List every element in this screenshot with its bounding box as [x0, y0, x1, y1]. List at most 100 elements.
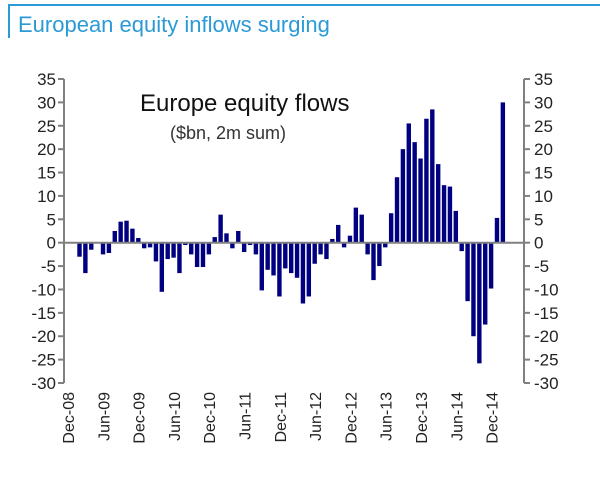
bar-Aug-13 [400, 149, 406, 243]
bar-Jan-10 [147, 242, 153, 248]
y-tick-label-right: 10 [534, 187, 553, 206]
y-tick-label-left: 25 [37, 117, 56, 136]
bar-May-12 [312, 242, 317, 264]
bar-Apr-12 [306, 242, 312, 297]
bar-Sep-14 [477, 242, 482, 364]
bar-May-10 [171, 242, 176, 258]
bar-Jan-14 [430, 109, 435, 243]
x-tick-label: Dec-13 [414, 392, 431, 444]
bar-Feb-12 [294, 242, 300, 278]
x-tick-label: Dec-11 [273, 392, 290, 442]
bar-Sep-13 [406, 123, 411, 243]
bar-Oct-13 [412, 142, 417, 243]
bar-Jul-13 [394, 177, 400, 243]
bar-Jan-13 [359, 214, 364, 243]
y-tick-label-right: 0 [534, 234, 543, 253]
bar-Apr-14 [447, 186, 453, 243]
bar-May-14 [453, 210, 459, 243]
chart-subtitle: ($bn, 2m sum) [170, 123, 286, 143]
bar-Mar-14 [441, 185, 447, 243]
x-tick-label: Dec-12 [343, 392, 360, 444]
bar-Aug-14 [471, 242, 476, 337]
bar-Jul-12 [324, 242, 329, 260]
y-tick-label-left: 30 [37, 93, 56, 112]
bar-Mar-11 [230, 242, 235, 249]
title-box: European equity inflows surging [8, 4, 600, 40]
y-tick-label-right: -25 [534, 351, 559, 370]
y-tick-label-left: 35 [37, 70, 56, 89]
bar-Jun-09 [106, 242, 112, 253]
x-tick-label: Dec-09 [132, 392, 149, 444]
y-tick-label-left: 10 [37, 187, 56, 206]
bar-May-09 [100, 242, 106, 255]
bar-Nov-12 [347, 235, 353, 243]
bar-Sep-11 [265, 242, 270, 270]
x-tick-label: Dec-10 [202, 392, 219, 444]
y-tick-label-left: -20 [31, 327, 56, 346]
bar-Oct-12 [341, 242, 347, 248]
bar-Jun-14 [459, 242, 464, 252]
y-tick-label-right: 15 [534, 164, 553, 183]
page-title: European equity inflows surging [18, 12, 330, 37]
bar-Dec-14 [494, 217, 500, 243]
bar-Dec-11 [283, 242, 288, 269]
bar-Jan-15 [500, 102, 506, 243]
bar-Jul-10 [183, 242, 188, 246]
y-tick-label-right: -20 [534, 327, 559, 346]
bar-Dec-10 [212, 237, 217, 243]
bar-Jun-11 [247, 242, 253, 246]
bar-Dec-12 [353, 207, 359, 243]
y-tick-label-left: 5 [47, 210, 56, 229]
y-tick-label-left: 15 [37, 164, 56, 183]
x-tick-label: Jun-13 [379, 392, 396, 441]
bar-Jun-13 [388, 213, 394, 243]
bar-Jul-14 [465, 242, 470, 302]
title-accent-bar [8, 6, 10, 38]
y-tick-label-right: 35 [534, 70, 553, 89]
bar-Jan-11 [218, 214, 223, 243]
bar-Nov-10 [206, 242, 212, 255]
x-tick-label: Jun-10 [167, 392, 184, 441]
bar-Oct-09 [130, 228, 135, 243]
bar-Nov-13 [418, 158, 423, 243]
y-tick-label-left: -25 [31, 351, 56, 370]
y-tick-label-right: -30 [534, 374, 559, 393]
bar-Feb-09 [83, 242, 88, 274]
bar-May-11 [241, 242, 247, 253]
bar-Aug-10 [189, 242, 194, 255]
x-tick-label: Jun-14 [449, 392, 466, 441]
y-tick-label-left: -5 [41, 257, 56, 276]
x-tick-label: Jun-11 [238, 392, 255, 440]
bar-Nov-14 [488, 242, 494, 289]
x-tick-label: Jun-09 [96, 392, 113, 441]
x-tick-label: Dec-14 [485, 392, 502, 444]
bar-Sep-12 [336, 224, 341, 243]
y-tick-label-left: -10 [31, 280, 56, 299]
bar-May-13 [383, 242, 388, 248]
y-tick-label-right: -15 [534, 304, 559, 323]
x-tick-label: Dec-08 [61, 392, 78, 444]
y-tick-label-right: -5 [534, 257, 549, 276]
bar-Dec-09 [141, 242, 147, 249]
bar-Apr-11 [236, 231, 241, 243]
bar-Mar-13 [371, 242, 376, 281]
bar-Oct-14 [483, 242, 488, 325]
bar-Apr-10 [165, 242, 170, 260]
bar-Jun-12 [318, 242, 323, 255]
y-tick-label-right: 25 [534, 117, 553, 136]
y-tick-label-right: -10 [534, 280, 559, 299]
bar-Jun-10 [177, 242, 182, 274]
bars-group [77, 102, 506, 364]
y-tick-label-left: 0 [47, 234, 56, 253]
bar-Jan-09 [77, 242, 82, 257]
bar-Feb-10 [153, 242, 159, 262]
bar-Aug-12 [330, 238, 335, 243]
bar-Jan-12 [288, 242, 294, 274]
bar-Feb-13 [365, 242, 370, 255]
y-tick-label-right: 30 [534, 93, 553, 112]
bar-Apr-13 [377, 242, 382, 267]
y-tick-label-right: 5 [534, 210, 543, 229]
bar-Nov-09 [136, 238, 141, 243]
bar-Sep-10 [194, 242, 200, 268]
